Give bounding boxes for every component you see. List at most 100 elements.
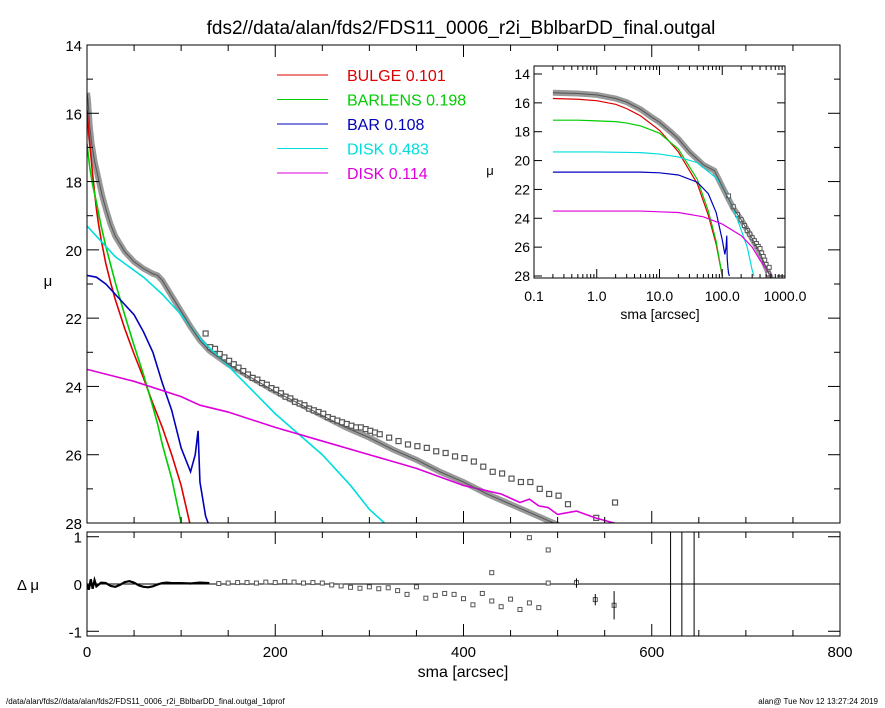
inset-x-tick-label: 0.1 [524,288,544,304]
legend-label: BULGE 0.101 [347,68,446,85]
residual-point [310,580,316,586]
y-tick-label: -1 [69,624,82,641]
legend: BULGE 0.101 BARLENS 0.198 BAR 0.108 DISK 0.… [277,68,466,183]
residual-point [385,585,391,591]
inset-xlabel: sma [arcsec] [620,306,699,322]
observed-point [211,345,219,352]
observed-point [536,485,543,492]
inset-x-tick-label: 1.0 [587,288,607,304]
observed-point [226,357,233,364]
residual-point [348,584,354,590]
legend-label: DISK 0.114 [347,166,428,183]
inset-y-tick-label: 20 [514,153,530,169]
residual-point [432,592,438,598]
y-tick-label: 24 [65,379,82,396]
inset-y-tick-label: 16 [514,95,530,111]
series-line-disk [87,225,386,523]
residual-ylabel: Δ μ [17,577,39,594]
footer-right: alan@ Tue Nov 12 13:27:24 2019 [758,697,878,706]
residual-point [329,582,335,588]
observed-point [564,501,572,508]
series-line-model-total [87,92,555,523]
residual-point [225,580,231,586]
residual-xlabel: sma [arcsec] [418,664,509,681]
y-tick-label: 28 [65,516,82,533]
residual-point [470,602,476,608]
observed-point [216,350,223,358]
observed-point [489,468,496,475]
residual-point [300,580,306,586]
inset-x-tick-label: 100.0 [705,288,740,304]
residual-point [263,579,269,585]
observed-point [508,475,515,482]
legend-label: BAR 0.108 [347,117,424,134]
residual-point [338,583,344,589]
inset-ylabel: μ [486,163,494,178]
inset-x-tick-label: 1000.0 [764,288,807,304]
observed-point [555,492,562,499]
residual-point [451,591,457,597]
observed-point [451,453,459,460]
observed-point [376,431,383,438]
observed-point [498,470,506,477]
residual-point [253,580,259,586]
observed-point [404,441,412,448]
y-tick-label: 22 [65,311,82,328]
residual-point [413,584,419,590]
series-line-bulge [87,109,191,523]
residual-point [272,580,278,586]
residual-point [423,595,429,601]
observed-point [230,361,237,368]
residual-point [376,586,382,592]
observed-point [480,463,487,470]
observed-point [202,330,209,337]
x-tick-label: 400 [451,644,476,661]
y-tick-label: 0 [74,577,82,594]
inset-y-tick-label: 26 [514,239,530,255]
inset-series-line-model-total [552,92,772,278]
residual-point [489,598,495,604]
residual-point [235,580,241,586]
residual-point [526,600,532,606]
x-tick-label: 0 [83,644,91,661]
series-line-bar [87,274,209,523]
inset-series-line-barlens [552,119,723,277]
residual-point [282,579,288,585]
inset-y-tick-label: 14 [514,66,530,82]
series-line-barlens [87,143,182,523]
main-panel: 14 16 18 20 22 24 26 28 μ BULGE 0.101 BARLENS 0.… [44,38,841,533]
y-tick-label: 14 [65,38,82,55]
observed-point [423,444,430,451]
residual-point [366,584,372,590]
inset-y-tick-label: 22 [514,181,530,197]
observed-point [386,434,393,441]
inset-series-line-disk [552,151,755,277]
legend-label: DISK 0.483 [347,142,429,159]
inset-y-tick-label: 24 [514,210,530,226]
inset-series-line-bar [552,171,730,277]
observed-point [395,437,402,445]
residual-point [508,596,514,602]
x-tick-label: 600 [639,644,664,661]
residual-outlier-point [545,547,551,553]
chart-title: fds2//data/alan/fds2/FDS11_0006_r2i_Bblb… [207,18,716,39]
residual-point [319,580,325,586]
footer-left: /data/alan/fds2//data/alan/fds2/FDS11_00… [6,697,285,706]
series-line-disk [87,368,619,523]
inset-y-tick-label: 18 [514,124,530,140]
observed-point [527,478,534,486]
residual-point [244,580,250,586]
observed-point [442,449,449,457]
residual-point [545,580,551,586]
inset-y-tick-label: 28 [514,268,530,284]
residual-point [442,590,448,596]
residual-point [357,585,363,591]
main-ylabel: μ [44,273,53,290]
x-tick-label: 800 [827,644,852,661]
observed-point [221,354,228,361]
residual-point [291,579,297,585]
residual-outlier-point [489,570,495,576]
legend-label: BARLENS 0.198 [347,93,466,110]
